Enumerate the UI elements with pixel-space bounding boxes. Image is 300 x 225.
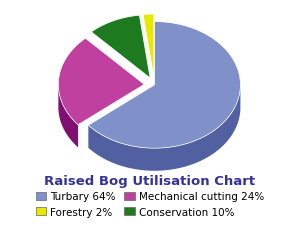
Polygon shape [88,85,240,171]
Polygon shape [143,15,154,78]
Text: Raised Bog Utilisation Chart: Raised Bog Utilisation Chart [44,175,256,188]
Polygon shape [88,22,240,148]
Polygon shape [91,16,150,79]
Polygon shape [58,39,144,125]
Legend: Turbary 64%, Forestry 2%, Mechanical cutting 24%, Conservation 10%: Turbary 64%, Forestry 2%, Mechanical cut… [33,189,267,220]
Polygon shape [58,84,78,148]
